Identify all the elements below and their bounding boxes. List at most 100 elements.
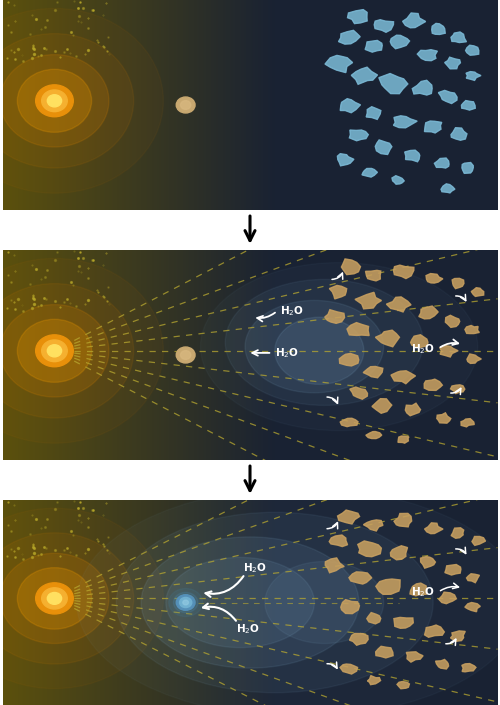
Circle shape [18,319,92,382]
Circle shape [36,583,74,614]
Circle shape [42,90,68,111]
Polygon shape [340,664,357,674]
Polygon shape [462,163,473,173]
Circle shape [0,533,134,664]
Polygon shape [420,556,436,568]
Polygon shape [424,121,442,133]
Circle shape [48,592,62,604]
Polygon shape [338,510,359,524]
Circle shape [18,568,92,629]
Ellipse shape [166,558,314,648]
Polygon shape [406,652,423,662]
Polygon shape [441,184,455,193]
Text: H$_2$O: H$_2$O [236,623,260,636]
Polygon shape [424,625,444,637]
Polygon shape [355,293,382,309]
Circle shape [0,34,134,168]
Ellipse shape [245,300,384,393]
Polygon shape [340,99,360,113]
Polygon shape [330,286,346,299]
Polygon shape [340,418,358,427]
Ellipse shape [116,513,433,693]
Circle shape [0,553,109,644]
Circle shape [183,600,188,605]
Circle shape [36,335,74,367]
Circle shape [0,508,164,689]
Polygon shape [450,385,465,393]
Polygon shape [434,158,449,168]
Polygon shape [366,106,381,119]
Polygon shape [446,315,460,327]
Circle shape [18,69,92,133]
Polygon shape [466,574,479,583]
Circle shape [174,592,198,613]
Polygon shape [402,13,425,27]
Polygon shape [438,90,457,104]
Circle shape [36,85,74,117]
Polygon shape [350,130,368,141]
Polygon shape [325,56,352,73]
Polygon shape [472,537,486,546]
Text: H$_2$O: H$_2$O [280,304,304,318]
Polygon shape [440,345,458,357]
Polygon shape [426,274,443,283]
Polygon shape [390,546,407,560]
Circle shape [176,347,195,363]
Polygon shape [437,413,451,423]
Polygon shape [392,176,404,184]
Polygon shape [349,572,372,584]
Polygon shape [338,30,360,44]
Polygon shape [376,646,393,658]
Polygon shape [374,20,394,32]
Polygon shape [379,73,408,94]
Polygon shape [394,513,411,527]
Polygon shape [325,558,344,572]
Polygon shape [471,288,484,296]
Polygon shape [452,278,464,288]
Polygon shape [436,659,448,669]
Polygon shape [324,309,344,324]
Polygon shape [376,579,400,594]
Polygon shape [338,154,354,166]
Circle shape [48,94,62,107]
Polygon shape [465,326,479,333]
Polygon shape [450,631,466,642]
Polygon shape [410,583,426,596]
Ellipse shape [141,537,359,668]
Polygon shape [466,45,479,55]
Polygon shape [348,10,367,23]
Text: H$_2$O: H$_2$O [412,342,435,355]
Polygon shape [364,520,383,531]
Polygon shape [329,535,347,546]
Polygon shape [451,128,467,140]
Polygon shape [424,379,442,391]
Circle shape [180,350,191,360]
Polygon shape [350,387,368,399]
Polygon shape [398,436,409,443]
Polygon shape [372,398,392,413]
Polygon shape [365,40,382,52]
Polygon shape [386,297,411,312]
Circle shape [176,595,195,611]
Polygon shape [394,265,414,278]
Polygon shape [461,419,474,427]
Circle shape [180,597,192,608]
Circle shape [168,589,202,616]
Polygon shape [451,528,464,539]
Polygon shape [445,565,461,575]
Ellipse shape [225,279,423,405]
Polygon shape [444,57,460,69]
Polygon shape [366,270,381,281]
Polygon shape [466,72,481,80]
Polygon shape [467,354,481,363]
Polygon shape [432,23,445,35]
Polygon shape [368,675,380,685]
Ellipse shape [275,317,364,384]
Polygon shape [376,140,392,154]
Circle shape [0,305,109,397]
Polygon shape [390,35,409,49]
Polygon shape [341,600,359,613]
Text: H$_2$O: H$_2$O [275,346,299,360]
Circle shape [42,340,68,362]
Polygon shape [406,403,420,416]
